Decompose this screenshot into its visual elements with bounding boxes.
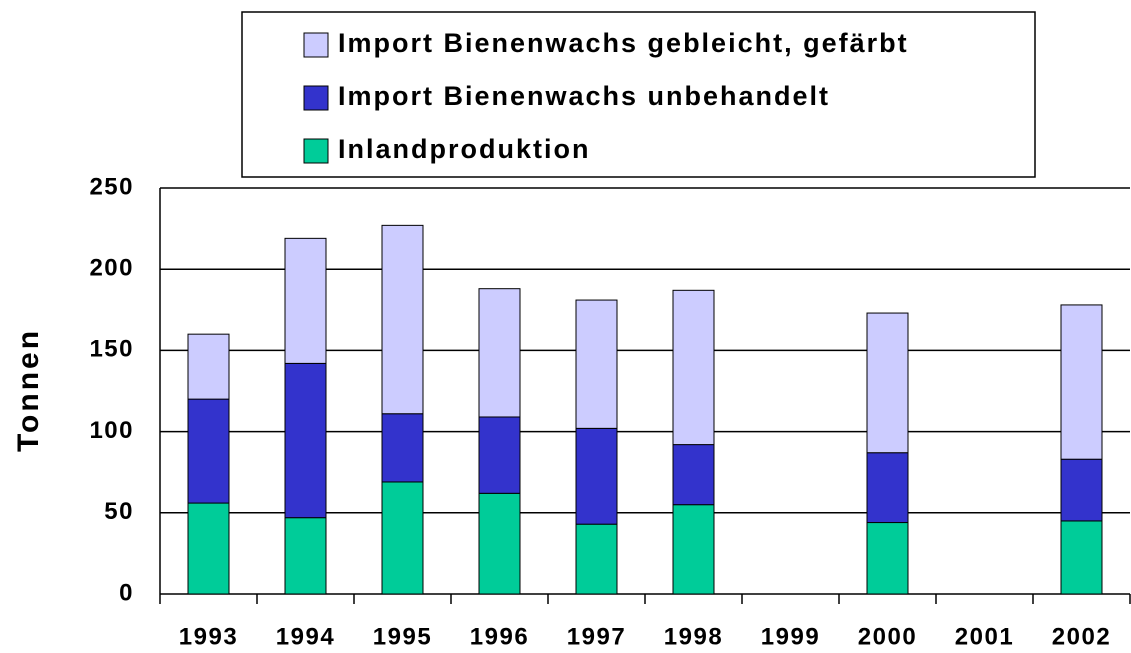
y-tick-label: 100 (89, 417, 134, 444)
bar-segment (672, 444, 715, 506)
x-tick-label: 1999 (761, 623, 820, 650)
y-axis-label: Tonnen (12, 328, 45, 452)
x-tick-label: 1994 (276, 623, 335, 650)
bar-segment (284, 237, 327, 364)
x-tick-label: 1998 (664, 623, 723, 650)
bar-segment (381, 224, 424, 415)
bar-segment (575, 523, 618, 595)
bar-segment (187, 502, 230, 595)
x-tick-label: 2002 (1052, 623, 1111, 650)
bar-segment (478, 492, 521, 595)
x-tick-label: 1997 (567, 623, 626, 650)
legend-swatch (303, 85, 329, 111)
legend-swatch (303, 138, 329, 164)
bar-segment (1060, 520, 1103, 595)
bar-segment (866, 312, 909, 454)
y-tick-label: 250 (89, 173, 134, 200)
legend-swatch (303, 32, 329, 58)
bar-segment (478, 416, 521, 494)
bar-segment (672, 289, 715, 446)
x-tick-label: 1995 (373, 623, 432, 650)
x-tick-label: 1996 (470, 623, 529, 650)
bar-segment (284, 362, 327, 519)
bar-segment (575, 299, 618, 429)
bar-segment (284, 517, 327, 595)
bar-segment (575, 427, 618, 525)
bar-segment (381, 413, 424, 483)
bar-segment (672, 504, 715, 595)
bar-segment (1060, 304, 1103, 460)
legend-label: Inlandproduktion (338, 134, 590, 164)
y-tick-label: 150 (89, 336, 134, 363)
y-tick-label: 0 (119, 579, 134, 606)
y-tick-label: 200 (89, 255, 134, 282)
x-tick-label: 1993 (179, 623, 238, 650)
x-tick-label: 2001 (955, 623, 1014, 650)
bar-segment (187, 333, 230, 400)
x-tick-label: 2000 (858, 623, 917, 650)
y-tick-label: 50 (104, 498, 134, 525)
bar-segment (1060, 458, 1103, 522)
legend-label: Import Bienenwachs unbehandelt (338, 81, 830, 111)
legend-box (241, 11, 1036, 178)
bar-segment (866, 522, 909, 595)
bar-segment (478, 288, 521, 418)
bar-segment (381, 481, 424, 595)
legend-label: Import Bienenwachs gebleicht, gefärbt (338, 28, 909, 58)
bar-segment (866, 452, 909, 524)
bar-segment (187, 398, 230, 504)
